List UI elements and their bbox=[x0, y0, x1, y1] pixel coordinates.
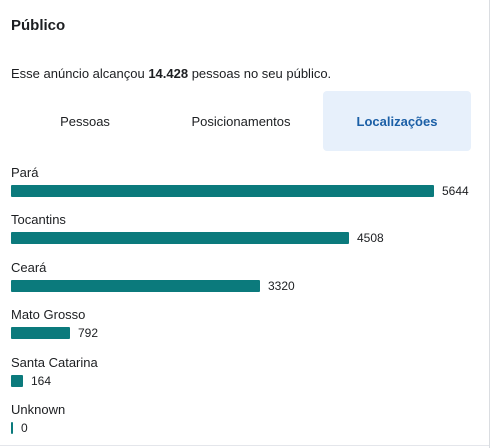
location-row: Mato Grosso 792 bbox=[11, 307, 481, 351]
location-bar bbox=[11, 422, 13, 434]
reach-count: 14.428 bbox=[148, 66, 189, 81]
tab-localizacoes[interactable]: Localizações bbox=[323, 91, 471, 151]
audience-tabs: Pessoas Posicionamentos Localizações bbox=[11, 91, 472, 151]
location-value: 4508 bbox=[357, 231, 384, 245]
location-bar bbox=[11, 327, 70, 339]
reach-summary: Esse anúncio alcançou 14.428 pessoas no … bbox=[11, 66, 331, 81]
location-label: Tocantins bbox=[11, 212, 66, 227]
section-title: Público bbox=[11, 17, 66, 34]
location-label: Santa Catarina bbox=[11, 355, 98, 370]
location-label: Pará bbox=[11, 165, 39, 180]
location-bar bbox=[11, 375, 23, 387]
location-bar bbox=[11, 185, 434, 197]
location-row: Pará 5644 bbox=[11, 165, 481, 209]
location-row: Santa Catarina 164 bbox=[11, 355, 481, 399]
location-row: Tocantins 4508 bbox=[11, 212, 481, 256]
location-bar bbox=[11, 232, 349, 244]
reach-prefix: Esse anúncio alcançou bbox=[11, 66, 149, 81]
tab-posicionamentos[interactable]: Posicionamentos bbox=[191, 113, 291, 129]
location-value: 792 bbox=[78, 326, 99, 340]
tab-pessoas[interactable]: Pessoas bbox=[60, 113, 110, 129]
location-label: Ceará bbox=[11, 260, 47, 275]
location-value: 5644 bbox=[442, 184, 469, 198]
location-row: Unknown 0 bbox=[11, 402, 481, 446]
location-value: 0 bbox=[21, 421, 28, 435]
location-row: Ceará 3320 bbox=[11, 260, 481, 304]
location-label: Mato Grosso bbox=[11, 307, 86, 322]
divider bbox=[0, 445, 489, 446]
reach-suffix: pessoas no seu público. bbox=[188, 66, 332, 81]
location-value: 3320 bbox=[268, 279, 295, 293]
location-bar bbox=[11, 280, 260, 292]
location-value: 164 bbox=[31, 374, 52, 388]
location-label: Unknown bbox=[11, 402, 66, 417]
